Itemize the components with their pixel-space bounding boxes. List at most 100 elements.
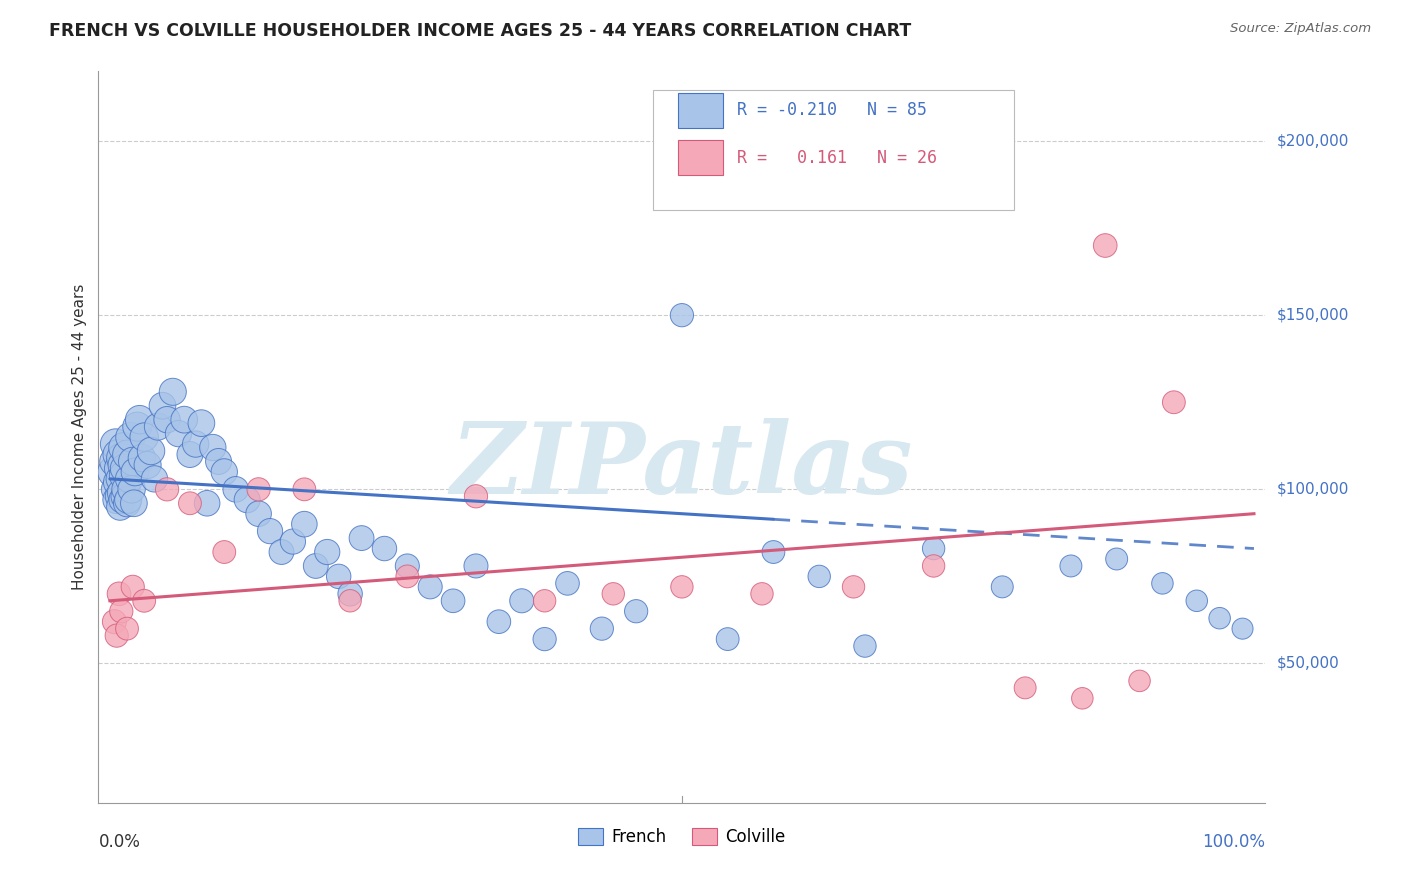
French	[108, 472, 131, 486]
French	[225, 483, 247, 497]
Text: $200,000: $200,000	[1277, 134, 1348, 149]
French	[350, 531, 373, 545]
French	[104, 437, 127, 451]
Y-axis label: Householder Income Ages 25 - 44 years: Householder Income Ages 25 - 44 years	[72, 284, 87, 591]
Text: 0.0%: 0.0%	[98, 833, 141, 851]
French	[136, 458, 159, 472]
French	[396, 558, 419, 573]
French	[339, 587, 361, 601]
Colville	[339, 594, 361, 608]
French	[259, 524, 281, 538]
French	[762, 545, 785, 559]
French	[853, 639, 876, 653]
Colville	[1014, 681, 1036, 695]
Text: ZIPatlas: ZIPatlas	[451, 418, 912, 515]
French	[184, 437, 207, 451]
French	[111, 492, 134, 507]
French	[121, 483, 143, 497]
Colville	[922, 558, 945, 573]
French	[107, 448, 129, 462]
FancyBboxPatch shape	[679, 140, 723, 175]
Legend: French, Colville: French, Colville	[572, 822, 792, 853]
French	[118, 472, 141, 486]
French	[1208, 611, 1230, 625]
French	[110, 485, 132, 500]
French	[557, 576, 579, 591]
French	[717, 632, 740, 646]
French	[139, 444, 162, 458]
Colville	[751, 587, 773, 601]
Colville	[533, 594, 555, 608]
French	[134, 430, 156, 444]
Colville	[671, 580, 693, 594]
French	[465, 558, 488, 573]
French	[1185, 594, 1208, 608]
French	[146, 419, 169, 434]
French	[510, 594, 533, 608]
French	[120, 430, 142, 444]
French	[671, 308, 693, 322]
French	[128, 412, 150, 426]
French	[156, 412, 179, 426]
French	[1232, 622, 1254, 636]
French	[112, 441, 135, 455]
French	[207, 454, 229, 468]
French	[105, 492, 128, 507]
Colville	[842, 580, 865, 594]
Text: FRENCH VS COLVILLE HOUSEHOLDER INCOME AGES 25 - 44 YEARS CORRELATION CHART: FRENCH VS COLVILLE HOUSEHOLDER INCOME AG…	[49, 22, 911, 40]
French	[1060, 558, 1083, 573]
French	[373, 541, 395, 556]
French	[173, 412, 195, 426]
French	[127, 419, 149, 434]
French	[488, 615, 510, 629]
Colville	[103, 615, 125, 629]
Colville	[115, 622, 138, 636]
Text: $100,000: $100,000	[1277, 482, 1348, 497]
Text: Source: ZipAtlas.com: Source: ZipAtlas.com	[1230, 22, 1371, 36]
Colville	[1094, 238, 1116, 252]
French	[328, 569, 350, 583]
Colville	[179, 496, 201, 510]
French	[110, 450, 132, 465]
French	[591, 622, 613, 636]
French	[167, 426, 190, 441]
French	[111, 458, 134, 472]
Colville	[108, 587, 131, 601]
French	[991, 580, 1014, 594]
French	[201, 441, 224, 455]
French	[441, 594, 464, 608]
Colville	[1163, 395, 1185, 409]
Colville	[465, 489, 488, 503]
Text: $150,000: $150,000	[1277, 308, 1348, 323]
Colville	[1071, 691, 1094, 706]
French	[1105, 552, 1128, 566]
French	[108, 500, 131, 514]
French	[115, 448, 138, 462]
French	[808, 569, 831, 583]
FancyBboxPatch shape	[679, 93, 723, 128]
French	[112, 468, 135, 483]
French	[104, 483, 127, 497]
French	[114, 461, 136, 475]
French	[103, 454, 125, 468]
French	[922, 541, 945, 556]
Colville	[214, 545, 236, 559]
French	[108, 489, 131, 503]
French	[121, 454, 143, 468]
French	[419, 580, 441, 594]
French	[124, 465, 146, 479]
French	[122, 496, 145, 510]
Colville	[396, 569, 419, 583]
French	[117, 492, 139, 507]
French	[305, 558, 328, 573]
French	[195, 496, 218, 510]
French	[143, 472, 166, 486]
Colville	[247, 483, 270, 497]
Colville	[292, 483, 315, 497]
French	[114, 489, 136, 503]
French	[270, 545, 292, 559]
French	[107, 475, 129, 490]
French	[1152, 576, 1174, 591]
French	[152, 399, 174, 413]
French	[108, 461, 131, 475]
